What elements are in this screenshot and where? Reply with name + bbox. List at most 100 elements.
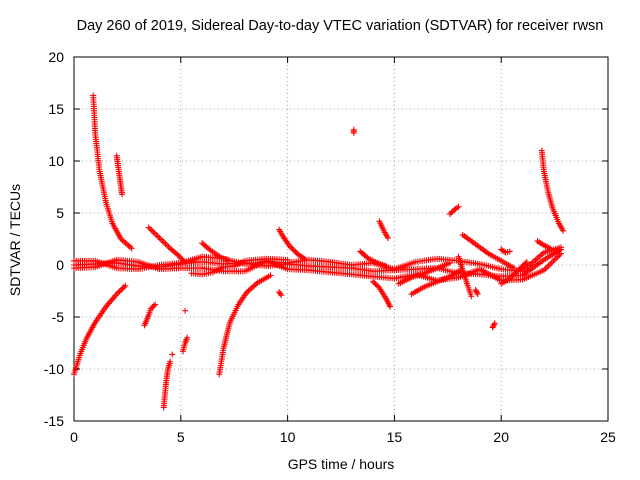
data-point	[164, 242, 171, 249]
data-point	[127, 244, 134, 251]
data-point	[474, 291, 481, 298]
data-point	[491, 321, 498, 328]
data-point	[251, 282, 258, 289]
data-point	[384, 234, 391, 241]
data-point	[509, 272, 516, 279]
data-point	[250, 283, 257, 290]
data-point	[119, 191, 126, 198]
data-point	[289, 246, 296, 253]
data-point	[151, 230, 158, 237]
data-point	[121, 238, 128, 245]
data-point	[520, 261, 527, 268]
data-point	[506, 248, 513, 255]
data-point	[560, 227, 567, 234]
data-point	[292, 248, 299, 255]
y-tick-label: 10	[48, 153, 64, 169]
data-point	[184, 334, 191, 341]
data-point	[519, 263, 526, 270]
x-tick-label: 0	[70, 429, 78, 445]
data-point	[511, 265, 518, 272]
data-point	[473, 288, 480, 295]
data-point	[382, 263, 389, 270]
axis-ticks: 0 5 10 15 20 25 -15 -10 -5 0 5 10 15 20	[44, 49, 616, 445]
data-point	[301, 255, 308, 262]
data-point	[157, 236, 164, 243]
data-point	[267, 272, 274, 279]
data-point	[124, 241, 131, 248]
data-point	[152, 301, 159, 308]
data-point	[518, 264, 525, 271]
data-point	[226, 257, 233, 264]
data-point	[523, 258, 530, 265]
x-tick-label: 15	[387, 429, 403, 445]
data-point	[247, 286, 254, 293]
data-point	[122, 240, 129, 247]
data-point	[515, 267, 522, 274]
data-point	[516, 265, 523, 272]
data-point	[117, 286, 124, 293]
y-tick-label: 20	[48, 49, 64, 65]
y-tick-label: 0	[56, 257, 64, 273]
data-point	[162, 240, 169, 247]
x-tick-label: 10	[280, 429, 296, 445]
data-point	[284, 256, 291, 263]
data-point	[558, 244, 565, 251]
y-tick-label: 15	[48, 101, 64, 117]
data-point	[154, 233, 161, 240]
y-tick-label: -15	[44, 413, 64, 429]
data-point	[446, 259, 453, 266]
data-point	[147, 226, 154, 233]
chart-title: Day 260 of 2019, Sidereal Day-to-day VTE…	[76, 18, 604, 34]
data-point	[153, 231, 160, 238]
data-point	[489, 324, 496, 331]
data-point	[150, 302, 157, 309]
data-point	[448, 209, 455, 216]
data-point	[508, 274, 515, 281]
data-point	[512, 269, 519, 276]
data-point	[113, 291, 120, 298]
data-point	[468, 293, 475, 300]
data-point	[387, 303, 394, 310]
data-point	[182, 307, 189, 314]
data-point	[293, 250, 300, 257]
data-point	[248, 285, 255, 292]
x-tick-label: 20	[493, 429, 509, 445]
data-point	[288, 244, 295, 251]
data-point	[122, 282, 129, 289]
data-point	[120, 284, 127, 291]
x-tick-label: 5	[177, 429, 185, 445]
data-point	[245, 287, 252, 294]
x-tick-label: 25	[600, 429, 616, 445]
data-point	[150, 229, 157, 236]
data-point	[286, 243, 293, 250]
data-point	[115, 289, 122, 296]
data-point	[182, 259, 189, 266]
y-axis-label: SDTVAR / TECUs	[7, 183, 23, 297]
data-point	[278, 292, 285, 299]
data-point	[364, 254, 371, 261]
data-point	[147, 305, 154, 312]
grid-lines	[74, 57, 608, 421]
data-point	[148, 227, 155, 234]
data-point	[473, 289, 480, 296]
data-point	[174, 251, 181, 258]
data-point	[547, 245, 554, 252]
data-point	[506, 275, 513, 282]
y-tick-label: -5	[52, 309, 65, 325]
data-point	[558, 250, 565, 257]
data-point	[513, 268, 520, 275]
data-point	[128, 245, 135, 252]
data-point	[169, 351, 176, 358]
data-point	[149, 304, 156, 311]
data-point	[454, 204, 461, 211]
data-point	[491, 320, 498, 327]
y-tick-label: 5	[56, 205, 64, 221]
y-tick-label: -10	[44, 361, 64, 377]
data-point	[119, 285, 126, 292]
data-point	[350, 129, 357, 136]
data-point	[156, 234, 163, 241]
data-point	[145, 224, 152, 231]
plot-frame	[73, 56, 609, 422]
data-points	[71, 92, 567, 411]
